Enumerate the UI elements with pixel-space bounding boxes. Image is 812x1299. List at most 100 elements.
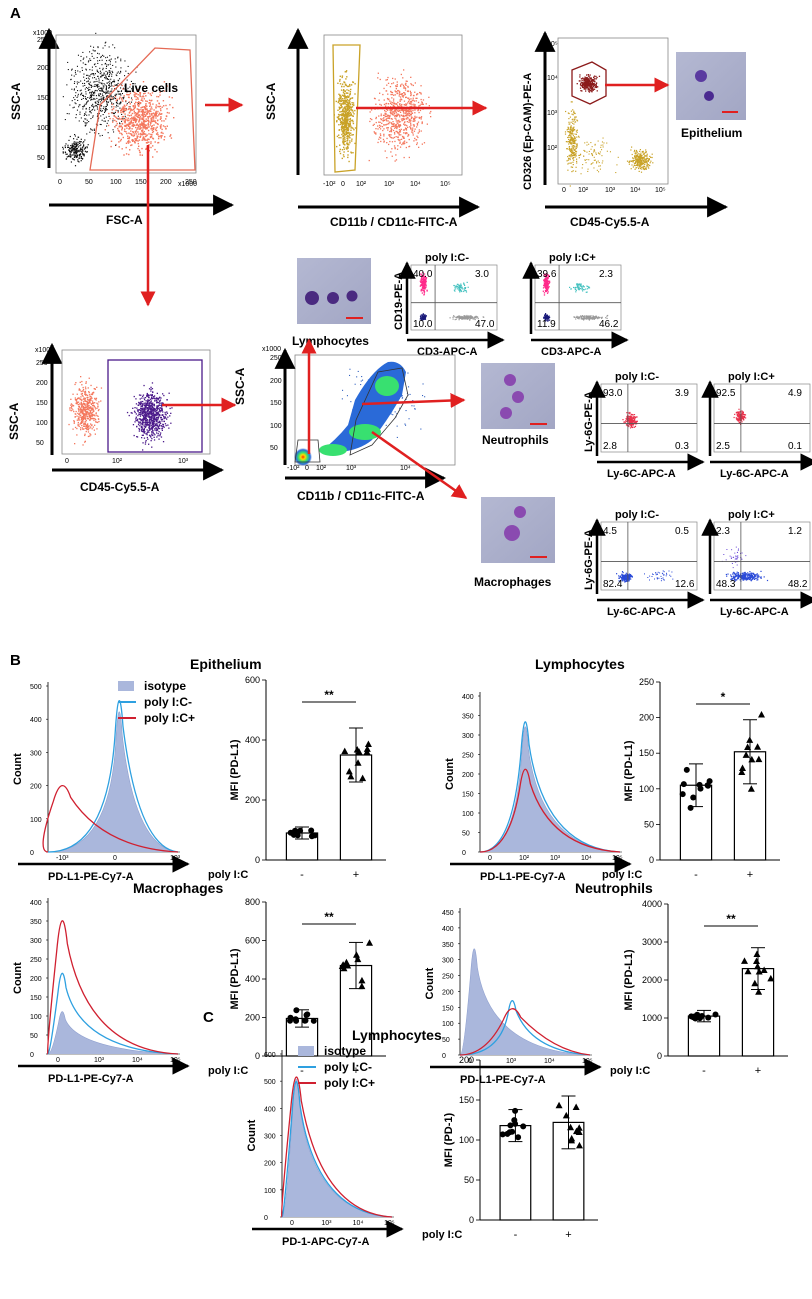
hist-ytick: 100 [442,1021,454,1028]
bar-point [562,1111,570,1119]
barchart-5: 0 200 400 600 800 MFI (PD-L1) - + poly I:C ** [208,897,386,1077]
hist-xtick: 10³ [506,1058,517,1065]
p1-xmult: x1000 [178,181,197,188]
bar-point [366,939,374,946]
sig-label: * [721,690,726,704]
cd19-minus-q-ul: 40.0 [413,269,433,280]
hist-series-polyIC [459,1008,591,1056]
panel-label-a: A [10,5,21,22]
hist-series-isotype [459,948,591,1056]
micrograph-epithelium: Epithelium [676,52,746,140]
p5-ytick: 150 [270,400,282,407]
barchart-3: 0 50 100 150 200 250 MFI (PD-L1) - + poly I:C * [602,677,780,881]
chart-title: Macrophages [133,880,223,896]
hist-ytick: 150 [462,792,474,799]
bar-ytick: 150 [459,1095,474,1105]
bar-minus [687,1015,721,1057]
bar-point [304,1011,311,1018]
hist-ytick: 100 [30,1014,42,1021]
charts: Epithelium0100200300400500CountPD-L1-PE-… [12,656,788,1248]
bar-point [690,794,697,801]
hist-ytick: 50 [30,1033,38,1040]
p2-xtick: 10⁴ [410,181,421,188]
bar-xlabel: poly I:C [602,869,642,881]
hist-ytick: 300 [264,1134,276,1141]
bar-point [739,764,747,771]
hist-xtick: 10⁵ [582,1058,593,1065]
bar-point [509,1128,516,1135]
p1-xtick: 150 [135,179,147,186]
bar-point [297,827,304,834]
p5-ytick: 100 [270,423,282,430]
hist-ytick: 0 [462,850,466,857]
epithelium-label: Epithelium [681,126,742,140]
bar-ytick: 0 [255,1051,260,1061]
plot-neut-plus: poly I:C+ 92.5 4.9 2.5 0.1 Ly-6C-APC-A [701,371,812,480]
hist-xtick: 10⁴ [353,1220,364,1227]
p1-ytick: 50 [37,155,45,162]
cd19-minus-title: poly I:C- [425,252,469,264]
p1-ymult: x1000 [33,30,52,37]
bar-category: - [300,1065,304,1077]
p3-xtick: 10⁵ [655,187,666,194]
cd19-plus-q-ll: 11.9 [537,319,556,330]
p4-xlabel: CD45-Cy5.5-A [80,480,160,494]
sig-label: ** [324,910,334,924]
neut-minus-title: poly I:C- [615,371,659,383]
bar-point [738,768,746,775]
hist-ytick: 200 [30,976,42,983]
panel-label-c: C [203,1009,214,1026]
hist-ytick: 250 [30,957,42,964]
bar-point [696,781,703,788]
chart-title: Lymphocytes [352,1027,442,1043]
macro-plus-title: poly I:C+ [728,509,775,521]
hist-xtick: 10⁴ [581,855,592,862]
p5-xlabel: CD11b / CD11c-FITC-A [297,489,425,503]
bar-point [767,974,775,982]
bar-plus [339,754,373,861]
p4-ytick: 100 [36,420,48,427]
p3-ytick: 10⁵ [547,41,558,48]
p4-ylabel: SSC-A [7,402,21,440]
bar-point [744,967,752,975]
bar-point [705,1014,712,1021]
bar-point [511,1117,518,1124]
hist-ylabel: Count [12,753,24,785]
hist-xtick: 10³ [550,855,561,862]
bar-point [311,832,318,839]
hist-ytick: 450 [442,910,454,917]
histogram-0: Epithelium 0 100 200 300 400 500 Count PD-L1-PE-… [12,656,262,883]
macro-plus-q-ll: 48.3 [716,579,736,590]
bar-point [758,710,766,718]
macro-minus-q-ul: 4.5 [603,526,617,537]
live-cells-gate [89,47,196,171]
hist-xtick: 10³ [321,1220,332,1227]
macro-minus-q-ur: 0.5 [675,526,689,537]
hist-xtick: 0 [113,855,117,862]
cd19-plus-title: poly I:C+ [549,252,596,264]
hist-xtick: 10⁴ [132,1057,143,1064]
bar-point [347,772,355,780]
hist-ytick: 200 [30,784,42,791]
p3-ylabel: CD326 (Ep-CAM)-PE-A [522,73,534,190]
lymphocytes-label: Lymphocytes [292,334,369,348]
hist-series-polyIC [479,768,621,853]
p1-xlabel: FSC-A [106,213,143,227]
p4-xtick: 10² [112,458,123,465]
hist-xlabel: PD-L1-PE-Cy7-A [48,1073,134,1085]
p1-xtick: 200 [160,179,172,186]
p5-ytick: 50 [270,445,278,452]
histogram-6: Neutrophils 0 50 100 150 200 250 300 350 400 450 Co… [424,880,653,1086]
bar-point [747,785,755,792]
plot-cd11b-ssc: -10² 0 10² 10³ 10⁴ 10⁵ SSC-A CD11b / CD11c-FI… [264,27,481,229]
p3-ytick: 10² [547,145,558,152]
p5-xtick: 10³ [346,465,357,472]
live-cells-label: Live cells [124,81,178,95]
cd19-minus-q-ll: 10.0 [413,319,433,330]
bar-point [755,755,763,763]
neut-plus-q-ll: 2.5 [716,441,730,452]
bar-ytick: 3000 [642,937,662,947]
p5-ytick: 250 [270,355,282,362]
